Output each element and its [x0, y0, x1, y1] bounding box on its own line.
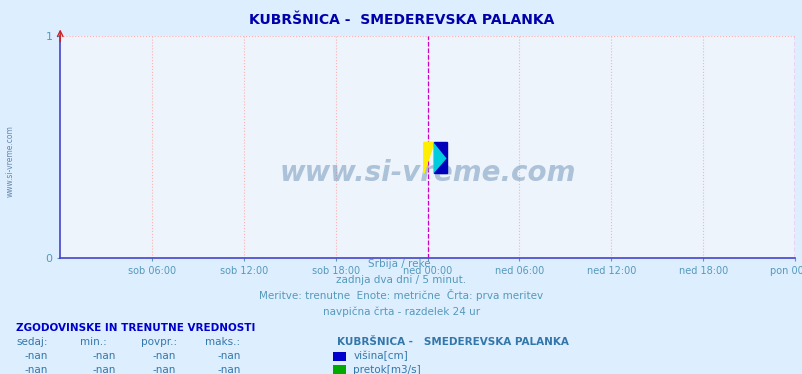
- Text: KUBRŠNICA -   SMEDEREVSKA PALANKA: KUBRŠNICA - SMEDEREVSKA PALANKA: [337, 337, 569, 347]
- Polygon shape: [434, 142, 446, 158]
- Text: Srbija / reke.: Srbija / reke.: [368, 260, 434, 269]
- Text: sedaj:: sedaj:: [16, 337, 47, 347]
- Text: pretok[m3/s]: pretok[m3/s]: [353, 365, 420, 374]
- Text: zadnja dva dni / 5 minut.: zadnja dva dni / 5 minut.: [336, 275, 466, 285]
- Text: min.:: min.:: [80, 337, 107, 347]
- Text: -nan: -nan: [24, 352, 48, 361]
- Text: www.si-vreme.com: www.si-vreme.com: [6, 125, 15, 197]
- Text: Meritve: trenutne  Enote: metrične  Črta: prva meritev: Meritve: trenutne Enote: metrične Črta: …: [259, 289, 543, 301]
- Text: navpična črta - razdelek 24 ur: navpična črta - razdelek 24 ur: [322, 306, 480, 316]
- Text: višina[cm]: višina[cm]: [353, 351, 407, 361]
- Text: -nan: -nan: [152, 352, 176, 361]
- Text: ZGODOVINSKE IN TRENUTNE VREDNOSTI: ZGODOVINSKE IN TRENUTNE VREDNOSTI: [16, 323, 255, 333]
- Polygon shape: [434, 158, 446, 174]
- Polygon shape: [434, 142, 446, 174]
- Text: povpr.:: povpr.:: [140, 337, 176, 347]
- Polygon shape: [423, 142, 434, 174]
- Text: -nan: -nan: [217, 352, 241, 361]
- Text: -nan: -nan: [24, 365, 48, 374]
- Text: maks.:: maks.:: [205, 337, 240, 347]
- Text: www.si-vreme.com: www.si-vreme.com: [279, 159, 575, 187]
- Text: -nan: -nan: [217, 365, 241, 374]
- Text: -nan: -nan: [92, 365, 116, 374]
- Text: -nan: -nan: [92, 352, 116, 361]
- Text: KUBRŠNICA -  SMEDEREVSKA PALANKA: KUBRŠNICA - SMEDEREVSKA PALANKA: [249, 13, 553, 27]
- Text: -nan: -nan: [152, 365, 176, 374]
